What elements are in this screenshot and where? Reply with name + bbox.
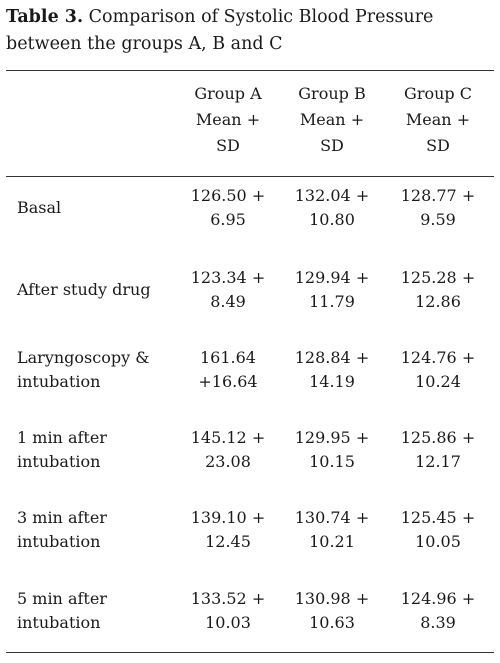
header-stat-line1: Mean +: [195, 110, 261, 129]
cell-mean: 130.98 +: [294, 589, 370, 608]
header-stat-line2: SD: [216, 136, 240, 155]
cell-5-min-group-b: 130.98 + 10.63: [280, 587, 384, 635]
cell-sd: 12.17: [415, 452, 461, 471]
cell-sd: 12.45: [205, 532, 251, 551]
table-top-rule: [6, 70, 494, 71]
cell-5-min-group-a: 133.52 + 10.03: [176, 587, 280, 635]
cell-after-drug-group-a: 123.34 + 8.49: [176, 266, 280, 314]
header-stat-line1: Mean +: [299, 110, 365, 129]
cell-sd: 11.79: [309, 292, 355, 311]
cell-sd: 23.08: [205, 452, 251, 471]
cell-mean: 132.04 +: [294, 186, 370, 205]
cell-mean: 128.77 +: [400, 186, 476, 205]
cell-1-min-group-a: 145.12 + 23.08: [176, 426, 280, 474]
caption-label: Table 3.: [6, 7, 84, 27]
cell-laryngoscopy-group-c: 124.76 + 10.24: [384, 346, 492, 394]
cell-sd: 9.59: [420, 210, 456, 229]
cell-sd: 10.03: [205, 613, 251, 632]
cell-basal-group-c: 128.77 + 9.59: [384, 184, 492, 232]
row-label-line: 3 min after: [17, 508, 107, 527]
table-caption: Table 3. Comparison of Systolic Blood Pr…: [6, 4, 494, 58]
cell-sd: 10.63: [309, 613, 355, 632]
cell-mean: 130.74 +: [294, 508, 370, 527]
cell-sd: 10.80: [309, 210, 355, 229]
header-group-a: Group A Mean + SD: [176, 81, 280, 159]
cell-mean: 139.10 +: [190, 508, 266, 527]
cell-3-min-group-b: 130.74 + 10.21: [280, 506, 384, 554]
row-label-line: intubation: [17, 372, 101, 391]
cell-mean: 129.95 +: [294, 428, 370, 447]
row-label-line: intubation: [17, 452, 101, 471]
cell-mean: 124.76 +: [400, 348, 476, 367]
row-label-5-min: 5 min after intubation: [17, 587, 182, 635]
row-label-line: 5 min after: [17, 589, 107, 608]
row-label-3-min: 3 min after intubation: [17, 506, 182, 554]
header-stat-line1: Mean +: [405, 110, 471, 129]
cell-mean: 124.96 +: [400, 589, 476, 608]
cell-sd: 10.21: [309, 532, 355, 551]
row-label-basal: Basal: [17, 196, 182, 220]
row-label-laryngoscopy: Laryngoscopy & intubation: [17, 346, 182, 394]
cell-5-min-group-c: 124.96 + 8.39: [384, 587, 492, 635]
row-label-after-study-drug: After study drug: [17, 278, 182, 302]
cell-sd: 10.24: [415, 372, 461, 391]
cell-sd: 8.39: [420, 613, 456, 632]
row-label-line: Laryngoscopy &: [17, 348, 150, 367]
row-label-line: intubation: [17, 613, 101, 632]
row-label-1-min: 1 min after intubation: [17, 426, 182, 474]
header-stat-line2: SD: [320, 136, 344, 155]
row-label-line: 1 min after: [17, 428, 107, 447]
cell-1-min-group-b: 129.95 + 10.15: [280, 426, 384, 474]
cell-mean: 129.94 +: [294, 268, 370, 287]
header-stat-line2: SD: [426, 136, 450, 155]
cell-sd: 10.15: [309, 452, 355, 471]
cell-sd: 8.49: [210, 292, 246, 311]
cell-after-drug-group-b: 129.94 + 11.79: [280, 266, 384, 314]
row-label-line: After study drug: [17, 280, 151, 299]
header-group-b: Group B Mean + SD: [280, 81, 384, 159]
cell-laryngoscopy-group-b: 128.84 + 14.19: [280, 346, 384, 394]
cell-mean: 145.12 +: [190, 428, 266, 447]
cell-1-min-group-c: 125.86 + 12.17: [384, 426, 492, 474]
cell-mean: 126.50 +: [190, 186, 266, 205]
header-group-name: Group B: [298, 84, 366, 103]
cell-mean: 125.28 +: [400, 268, 476, 287]
header-group-c: Group C Mean + SD: [384, 81, 492, 159]
row-label-line: intubation: [17, 532, 101, 551]
row-label-line: Basal: [17, 198, 62, 217]
cell-basal-group-a: 126.50 + 6.95: [176, 184, 280, 232]
cell-basal-group-b: 132.04 + 10.80: [280, 184, 384, 232]
cell-3-min-group-c: 125.45 + 10.05: [384, 506, 492, 554]
cell-sd: 10.05: [415, 532, 461, 551]
cell-3-min-group-a: 139.10 + 12.45: [176, 506, 280, 554]
cell-after-drug-group-c: 125.28 + 12.86: [384, 266, 492, 314]
cell-laryngoscopy-group-a: 161.64 +16.64: [176, 346, 280, 394]
cell-sd: 12.86: [415, 292, 461, 311]
cell-mean: 161.64: [200, 348, 256, 367]
cell-mean: 123.34 +: [190, 268, 266, 287]
cell-mean: 125.86 +: [400, 428, 476, 447]
cell-mean: 125.45 +: [400, 508, 476, 527]
caption-text: Comparison of Systolic Blood Pressure be…: [6, 7, 434, 54]
cell-sd: 14.19: [309, 372, 355, 391]
header-group-name: Group A: [194, 84, 262, 103]
table-bottom-rule: [6, 652, 494, 653]
header-group-name: Group C: [404, 84, 472, 103]
cell-mean: 133.52 +: [190, 589, 266, 608]
cell-mean: 128.84 +: [294, 348, 370, 367]
cell-sd: 6.95: [210, 210, 246, 229]
cell-sd: +16.64: [198, 372, 258, 391]
header-divider-rule: [6, 176, 494, 177]
